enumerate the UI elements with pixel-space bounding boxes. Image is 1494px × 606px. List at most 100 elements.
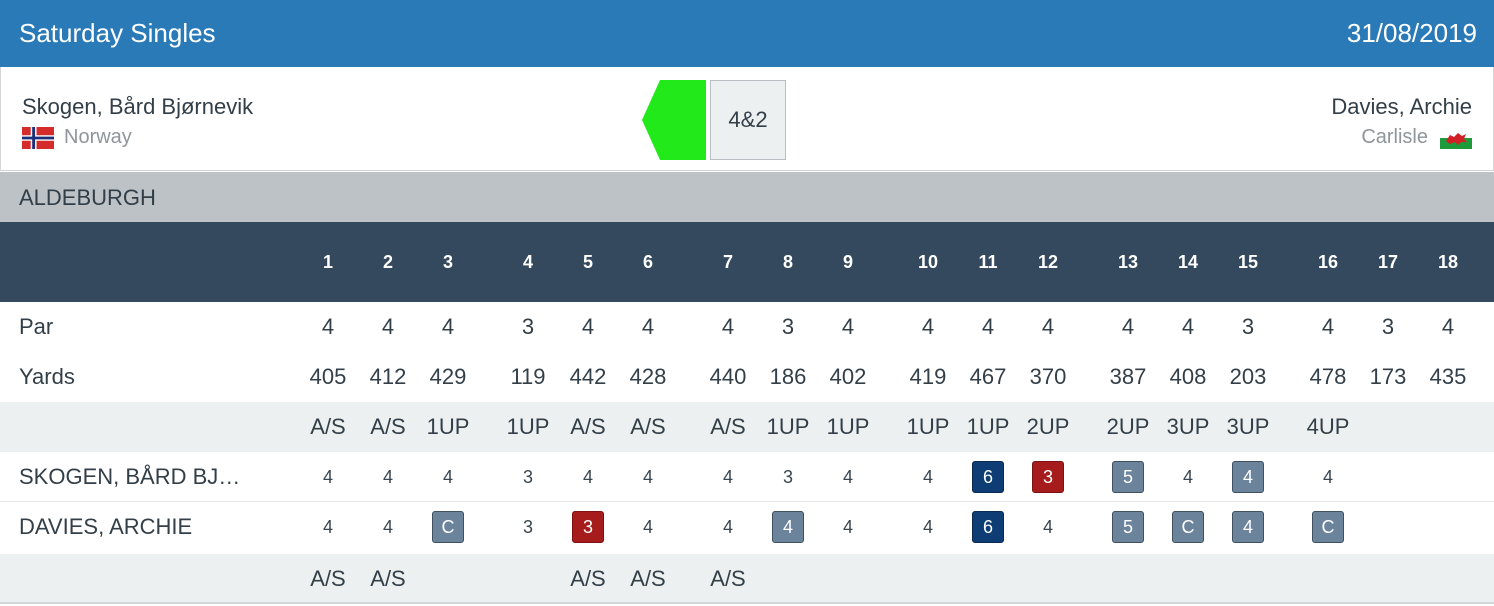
p2-status-hole-7: A/S [710, 566, 746, 591]
par-hole-10: 4 [921, 314, 935, 339]
hole-number-5: 5 [582, 252, 593, 272]
wales-flag-icon [1440, 126, 1472, 149]
p1-status-hole-3: 1UP [426, 414, 470, 439]
yards-hole-1: 405 [309, 364, 347, 389]
score-badge: 3 [572, 511, 604, 543]
par-hole-12: 4 [1041, 314, 1055, 339]
p1-status-hole-14: 3UP [1166, 414, 1210, 439]
yards-hole-3: 429 [429, 364, 467, 389]
p1-score-hole-16: 4 [1322, 466, 1333, 487]
p1-status-hole-10: 1UP [906, 414, 950, 439]
score-badge: 3 [1032, 461, 1064, 493]
hole-numbers-header: 1 2 3 4 5 6 7 8 9 10 11 12 13 14 15 16 17 18 [0, 222, 1494, 302]
norway-flag-icon [22, 126, 54, 149]
p2-status-hole-1: A/S [310, 566, 346, 591]
hole-number-2: 2 [382, 252, 393, 272]
yards-hole-8: 186 [769, 364, 807, 389]
p2-score-hole-5: 3 [563, 511, 613, 543]
par-label: Par [19, 314, 54, 339]
hole-number-6: 6 [642, 252, 653, 272]
p1-score-hole-6: 4 [642, 466, 653, 487]
score-badge: C [432, 511, 464, 543]
hole-number-4: 4 [522, 252, 533, 272]
yards-hole-6: 428 [629, 364, 667, 389]
player1-score-label: SKOGEN, BÅRD BJ… [19, 464, 241, 489]
yards-hole-14: 408 [1169, 364, 1207, 389]
p1-score-hole-12: 3 [1023, 461, 1073, 493]
p1-score-hole-5: 4 [582, 466, 593, 487]
score-badge: 4 [1232, 461, 1264, 493]
p2-score-hole-11: 6 [963, 511, 1013, 543]
hole-number-18: 18 [1437, 252, 1459, 272]
p2-status-hole-6: A/S [630, 566, 666, 591]
player2-status-row: A/S A/S A/S A/S A/S [0, 554, 1494, 604]
score-badge: 6 [972, 511, 1004, 543]
p1-score-hole-8: 3 [782, 466, 793, 487]
player1-club: Norway [64, 126, 132, 148]
top-bar: Saturday Singles 31/08/2019 [0, 0, 1494, 67]
p2-score-hole-18 [1423, 511, 1473, 543]
p1-status-hole-4: 1UP [506, 414, 550, 439]
p1-status-hole-7: A/S [710, 414, 746, 439]
p1-score-hole-15: 4 [1223, 461, 1273, 493]
winner-indicator-icon [642, 80, 706, 160]
score-badge: 4 [1232, 511, 1264, 543]
yards-hole-5: 442 [569, 364, 607, 389]
hole-number-11: 11 [978, 252, 998, 272]
p1-status-hole-6: A/S [630, 414, 666, 439]
p1-status-hole-16: 4UP [1306, 414, 1350, 439]
player2-club: Carlisle [1361, 126, 1428, 148]
player2-score-label: DAVIES, ARCHIE [19, 514, 193, 539]
par-hole-7: 4 [721, 314, 735, 339]
player1-block: Skogen, Bård Bjørnevik Norway [22, 94, 253, 149]
p1-status-hole-2: A/S [370, 414, 406, 439]
hole-number-8: 8 [782, 252, 793, 272]
yards-row: Yards 405 412 429 119 442 428 440 186 402 419 467 3… [0, 352, 1494, 402]
p2-score-hole-1: 4 [322, 516, 333, 537]
p2-score-hole-7: 4 [722, 516, 733, 537]
par-hole-14: 4 [1181, 314, 1195, 339]
par-hole-6: 4 [641, 314, 655, 339]
score-badge: C [1172, 511, 1204, 543]
p2-score-hole-4: 3 [522, 516, 533, 537]
par-hole-15: 3 [1241, 314, 1255, 339]
score-badge: 6 [972, 461, 1004, 493]
score-badge: 4 [772, 511, 804, 543]
p1-status-hole-15: 3UP [1226, 414, 1270, 439]
hole-number-17: 17 [1377, 252, 1399, 272]
yards-hole-17: 173 [1369, 364, 1407, 389]
par-hole-9: 4 [841, 314, 855, 339]
p1-score-hole-14: 4 [1182, 466, 1193, 487]
hole-number-7: 7 [722, 252, 733, 272]
player1-name: Skogen, Bård Bjørnevik [22, 94, 254, 119]
par-hole-2: 4 [381, 314, 395, 339]
p2-score-hole-14: C [1163, 511, 1213, 543]
score-badge: 5 [1112, 461, 1144, 493]
course-bar: ALDEBURGH [0, 172, 1494, 222]
par-hole-1: 4 [321, 314, 335, 339]
hole-number-3: 3 [442, 252, 453, 272]
yards-hole-18: 435 [1429, 364, 1467, 389]
p1-score-hole-18 [1423, 461, 1473, 493]
p2-score-hole-3: C [423, 511, 473, 543]
p1-status-hole-12: 2UP [1026, 414, 1070, 439]
p1-score-hole-1: 4 [322, 466, 333, 487]
par-hole-5: 4 [581, 314, 595, 339]
p2-score-hole-13: 5 [1103, 511, 1153, 543]
p2-score-hole-16: C [1303, 511, 1353, 543]
yards-label: Yards [19, 364, 75, 389]
p1-status-hole-9: 1UP [826, 414, 870, 439]
par-hole-18: 4 [1441, 314, 1455, 339]
p1-status-hole-11: 1UP [966, 414, 1010, 439]
match-result: 4&2 [710, 80, 786, 160]
p1-score-hole-4: 3 [522, 466, 533, 487]
p1-score-hole-11: 6 [963, 461, 1013, 493]
yards-hole-13: 387 [1109, 364, 1147, 389]
par-row: Par 4 4 4 3 4 4 4 3 4 4 4 4 4 4 3 4 3 4 [0, 302, 1494, 352]
hole-number-13: 13 [1117, 252, 1139, 272]
par-hole-4: 3 [521, 314, 535, 339]
p1-score-hole-2: 4 [382, 466, 393, 487]
score-badge: 5 [1112, 511, 1144, 543]
